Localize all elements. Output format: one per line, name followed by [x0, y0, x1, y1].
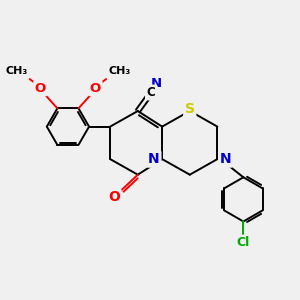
- Text: C: C: [146, 86, 155, 99]
- Text: CH₃: CH₃: [108, 66, 130, 76]
- Text: O: O: [90, 82, 101, 95]
- Text: S: S: [185, 102, 195, 116]
- Text: CH₃: CH₃: [6, 66, 28, 76]
- Text: Cl: Cl: [237, 236, 250, 249]
- Text: N: N: [151, 77, 162, 90]
- Text: O: O: [108, 190, 120, 204]
- Text: N: N: [148, 152, 160, 166]
- Text: N: N: [220, 152, 231, 166]
- Text: O: O: [35, 82, 46, 95]
